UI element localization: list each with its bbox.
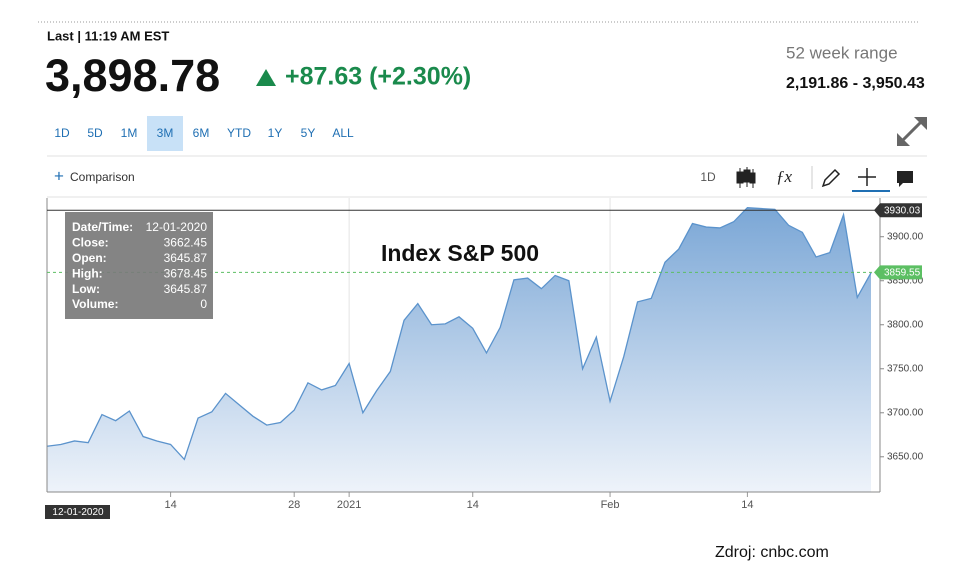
last-time: Last | 11:19 AM EST — [47, 28, 169, 43]
range: 2,191.86 - 3,950.43 — [786, 75, 925, 92]
y-tick-label: 3700.00 — [887, 407, 924, 418]
period-tabs: 1D 5D 1M 3M 6M YTD 1Y 5Y ALL — [54, 116, 354, 151]
reference-label: 3859.55 — [884, 267, 921, 278]
period-tab[interactable]: 6M — [193, 126, 210, 140]
tooltip-value: 3678.45 — [164, 266, 208, 280]
crosshair-icon[interactable] — [858, 168, 876, 186]
y-tick-label: 3650.00 — [887, 451, 924, 462]
interval[interactable]: 1D — [700, 170, 716, 184]
period-tab[interactable]: 5Y — [301, 126, 316, 140]
tooltip-value: 3645.87 — [164, 282, 208, 296]
plot: 14 28 2021 14 Feb 14 3650.00 3700.00 3750.00 3800… — [46, 198, 924, 511]
period-tab[interactable]: 1M — [121, 126, 138, 140]
x-tick-label: 14 — [741, 499, 753, 511]
y-tick-label: 3750.00 — [887, 363, 924, 374]
tooltip-box — [65, 212, 213, 319]
tooltip-value: 12-01-2020 — [146, 220, 208, 234]
candles-icon[interactable] — [736, 167, 756, 188]
comparison-plus[interactable]: + — [54, 166, 64, 185]
reference-label-box — [874, 203, 922, 218]
tooltip-label: Low: — [72, 282, 100, 296]
tooltip-label: Close: — [72, 236, 109, 250]
line — [46, 207, 872, 461]
tooltip-label: Open: — [72, 251, 107, 265]
period-tab[interactable]: ALL — [332, 126, 354, 140]
tooltip: Date/Time: 12-01-2020 Close: 3662.45 Open: 36… — [65, 212, 213, 319]
comparison[interactable]: Comparison — [70, 170, 135, 184]
tooltip-label: Date/Time: — [72, 220, 133, 234]
x-tick-label: 28 — [288, 499, 300, 511]
x-tick-label: 14 — [467, 499, 479, 511]
tooltip-label: High: — [72, 266, 103, 280]
price: 3,898.78 — [45, 50, 220, 101]
indicators-icon[interactable]: ƒx — [776, 167, 793, 186]
period-tab[interactable]: 5D — [87, 126, 103, 140]
tooltip-value: 3645.87 — [164, 251, 208, 265]
draw-icon[interactable] — [821, 168, 841, 188]
reference-label: 3930.03 — [884, 205, 921, 216]
tooltip-value: 0 — [200, 297, 207, 311]
source: Zdroj: cnbc.com — [715, 544, 829, 561]
reference-label-box — [874, 265, 922, 280]
y-tick-label: 3850.00 — [887, 275, 924, 286]
period-tab[interactable]: 3M — [157, 126, 174, 140]
chart-title: Index S&P 500 — [381, 240, 539, 266]
tooltip-label: Volume: — [72, 297, 118, 311]
expand-icon[interactable] — [897, 117, 927, 146]
change: +87.63 (+2.30%) — [285, 63, 471, 91]
area — [47, 207, 871, 493]
x-tick-label: Feb — [601, 499, 620, 511]
period-tab[interactable]: 1Y — [268, 126, 283, 140]
selected-tab — [147, 116, 183, 151]
up-arrow — [256, 69, 276, 86]
crosshair-date: 12-01-2020 — [52, 507, 104, 518]
x-tick-label: 14 — [164, 499, 176, 511]
range-label: 52 week range — [786, 43, 898, 62]
x-tick-label: 2021 — [337, 499, 361, 511]
period-tab[interactable]: YTD — [227, 126, 251, 140]
y-tick-label: 3800.00 — [887, 319, 924, 330]
comment-icon[interactable] — [897, 171, 913, 187]
y-tick-label: 3900.00 — [887, 231, 924, 242]
crosshair-date-box — [45, 505, 110, 519]
tooltip-value: 3662.45 — [164, 236, 208, 250]
period-tab[interactable]: 1D — [54, 126, 70, 140]
